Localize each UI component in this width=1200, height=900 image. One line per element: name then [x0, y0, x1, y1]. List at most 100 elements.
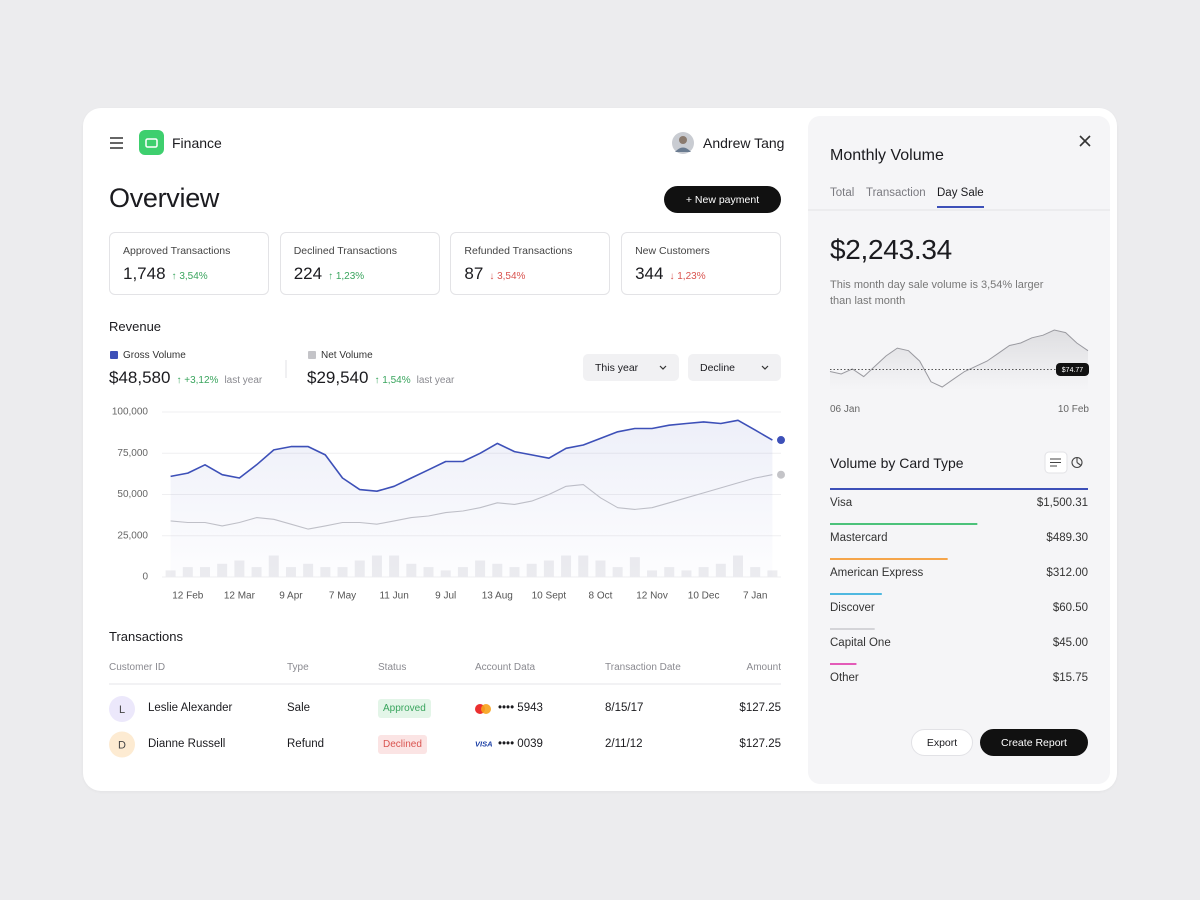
transaction-type: Sale	[287, 702, 311, 714]
y-tick-label: 50,000	[117, 489, 148, 500]
sparkline-start: 06 Jan	[830, 404, 861, 415]
card-type-name: Capital One	[830, 637, 891, 649]
card-number: •••• 0039	[498, 737, 543, 750]
series-area	[170, 420, 773, 577]
x-tick-label: 10 Sept	[532, 591, 567, 602]
y-tick-label: 25,000	[117, 530, 148, 541]
stat-row: 87 ↓ 3,54%	[464, 264, 525, 284]
panel-tab[interactable]: Day Sale	[937, 187, 984, 208]
stat-change: ↓ 3,54%	[489, 271, 526, 282]
card-number: •••• 5943	[498, 702, 543, 714]
sparkline-end: 10 Feb	[1057, 404, 1089, 415]
pie-view-button[interactable]	[1071, 456, 1083, 469]
transaction-type: Refund	[287, 737, 325, 750]
panel-tab[interactable]: Transaction	[866, 187, 926, 199]
reference-badge	[1056, 362, 1089, 376]
export-button[interactable]: Export	[911, 729, 973, 756]
y-tick-label: 0	[142, 572, 148, 583]
summary-suffix: last year	[416, 375, 455, 386]
stat-row: 224 ↑ 1,23%	[294, 264, 365, 284]
legend-label: Gross Volume	[123, 350, 186, 361]
new-payment-button[interactable]: + New payment	[664, 186, 781, 213]
avatar-head	[679, 136, 687, 144]
card-type-name: Mastercard	[830, 532, 888, 544]
stat-value: 344	[635, 264, 664, 283]
column-header: Account Data	[475, 662, 536, 673]
page-title: Overview	[109, 183, 220, 213]
y-tick-label: 100,000	[112, 407, 149, 418]
panel-tab[interactable]: Total	[830, 187, 855, 199]
app-logo	[139, 130, 164, 155]
column-header: Type	[287, 662, 309, 673]
card-type-value: $489.30	[1046, 532, 1088, 544]
legend-swatch	[308, 351, 316, 359]
close-icon[interactable]	[1079, 135, 1091, 147]
card-type-value: $60.50	[1052, 602, 1088, 614]
summary-change: ↑ +3,12%	[176, 375, 219, 386]
stat-change: ↓ 1,23%	[669, 271, 706, 282]
card-type-value: $45.00	[1052, 637, 1088, 649]
card-type-name: Visa	[830, 497, 853, 509]
avatar-initial: D	[118, 739, 126, 751]
filter-dropdown[interactable]: This year	[583, 354, 679, 381]
x-tick-label: 12 Nov	[636, 591, 668, 602]
stat-label: Refunded Transactions	[464, 245, 573, 257]
series-line	[170, 419, 773, 492]
filter-dropdown[interactable]: Decline	[688, 354, 781, 381]
stat-card: New Customers 344 ↓ 1,23%	[621, 232, 782, 295]
card-type-name: American Express	[830, 567, 924, 579]
card-types-title: Volume by Card Type	[830, 455, 964, 471]
x-tick-label: 9 Apr	[279, 591, 303, 602]
avatar-initial: L	[119, 704, 125, 716]
list-icon	[1050, 458, 1061, 467]
stat-row: 1,748 ↑ 3,54%	[123, 264, 208, 284]
x-tick-label: 12 Mar	[224, 591, 256, 602]
transaction-amount: $127.25	[739, 702, 781, 714]
x-tick-label: 9 Jul	[435, 591, 456, 602]
side-panel	[808, 116, 1110, 784]
legend-swatch	[110, 351, 118, 359]
transaction-date: 8/15/17	[605, 702, 644, 714]
customer-name: Leslie Alexander	[148, 702, 233, 714]
stat-label: Declined Transactions	[293, 245, 397, 257]
filter-label: This year	[595, 361, 639, 374]
section-title: Transactions	[109, 629, 183, 644]
summary-value: $48,580	[109, 368, 171, 387]
sparkline-area	[830, 330, 1088, 390]
panel-title: Monthly Volume	[830, 147, 944, 164]
create-report-button[interactable]: Create Report	[980, 729, 1088, 756]
summary-row: $48,580 ↑ +3,12% last year	[109, 368, 262, 388]
customer-avatar	[109, 696, 135, 722]
volume-bar	[767, 570, 778, 577]
status-badge: Approved	[378, 699, 431, 718]
stat-card: Approved Transactions 1,748 ↑ 3,54%	[109, 232, 269, 295]
chevron	[659, 365, 667, 370]
y-tick-label: 75,000	[117, 448, 148, 459]
sparkline-line	[829, 329, 1089, 388]
stat-card: Refunded Transactions 87 ↓ 3,54%	[450, 232, 611, 295]
reference-label: $74.77	[1062, 367, 1084, 374]
section-title: Revenue	[109, 319, 162, 334]
summary-value: $29,540	[307, 368, 369, 387]
x-tick-label: 7 Jan	[743, 591, 767, 602]
x-tick-label: 8 Oct	[589, 591, 613, 602]
stat-label: Approved Transactions	[123, 245, 231, 257]
stat-row: 344 ↓ 1,23%	[635, 264, 706, 284]
transaction-date: 2/11/12	[605, 737, 643, 750]
menu-icon[interactable]	[110, 137, 123, 149]
stat-label: New Customers	[635, 245, 710, 257]
x-tick-label: 12 Feb	[172, 591, 204, 602]
stat-change: ↑ 1,23%	[328, 271, 365, 282]
avatar-body	[675, 147, 691, 152]
card-type-value: $15.75	[1052, 672, 1088, 684]
x-tick-label: 7 May	[329, 591, 356, 602]
x-tick-label: 11 Jun	[379, 591, 408, 602]
app-name: Finance	[172, 135, 222, 151]
card-type-value: $1,500.31	[1036, 497, 1088, 509]
column-header: Transaction Date	[605, 662, 681, 673]
summary-change: ↑ 1,54%	[374, 375, 411, 386]
chevron	[761, 365, 769, 370]
logo-glyph	[145, 138, 158, 148]
stat-value: 1,748	[123, 264, 166, 283]
